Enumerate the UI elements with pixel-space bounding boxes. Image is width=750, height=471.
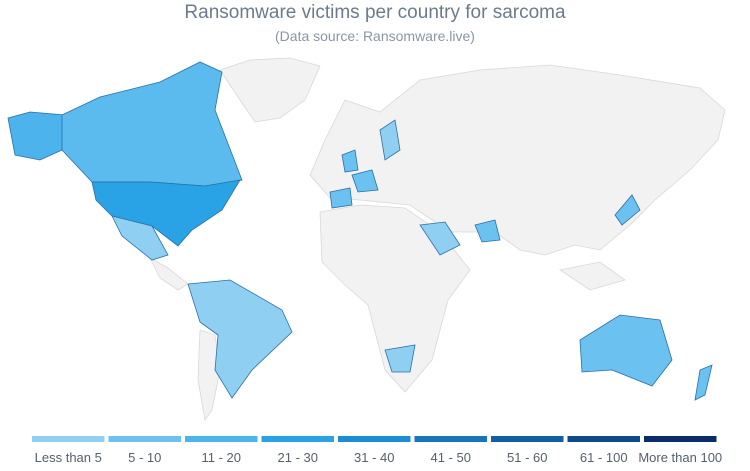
south-africa bbox=[384, 344, 416, 373]
canada bbox=[61, 61, 243, 187]
legend: Less than 5 5 - 10 11 - 20 21 - 30 31 - 40 41… bbox=[32, 436, 722, 465]
new-zealand bbox=[694, 364, 713, 401]
legend-swatch bbox=[414, 436, 487, 442]
mexico bbox=[111, 215, 169, 261]
south-cone bbox=[197, 329, 221, 422]
pakistan bbox=[474, 219, 501, 243]
scandinavia bbox=[379, 119, 401, 161]
usa bbox=[91, 179, 241, 247]
japan bbox=[614, 194, 641, 226]
africa bbox=[319, 204, 471, 393]
legend-swatch bbox=[185, 436, 258, 442]
legend-swatch bbox=[261, 436, 334, 442]
title: Ransomware victims per country for sarco… bbox=[184, 2, 566, 23]
legend-label: 21 - 30 bbox=[278, 450, 318, 465]
south-america bbox=[187, 279, 293, 399]
legend-swatch bbox=[491, 436, 564, 442]
central-america bbox=[149, 257, 189, 291]
legend-label: 11 - 20 bbox=[201, 450, 241, 465]
greenland bbox=[219, 57, 321, 123]
alaska bbox=[7, 111, 66, 161]
legend-label: 61 - 100 bbox=[580, 450, 628, 465]
arabia bbox=[419, 221, 461, 256]
legend-label: More than 100 bbox=[638, 450, 722, 465]
legend-swatch bbox=[32, 436, 105, 442]
france bbox=[351, 169, 379, 193]
legend-swatch bbox=[338, 436, 411, 442]
islands bbox=[558, 261, 626, 291]
legend-swatch bbox=[567, 436, 640, 442]
legend-swatch bbox=[644, 436, 717, 442]
legend-swatch bbox=[108, 436, 181, 442]
legend-label: 51 - 60 bbox=[507, 450, 547, 465]
uk bbox=[341, 149, 359, 173]
australia bbox=[579, 314, 673, 387]
legend-label: Less than 5 bbox=[35, 450, 102, 465]
legend-label: 41 - 50 bbox=[431, 450, 471, 465]
legend-label: 31 - 40 bbox=[354, 450, 394, 465]
subtitle: (Data source: Ransomware.live) bbox=[275, 28, 475, 44]
world-map bbox=[7, 57, 726, 422]
legend-label: 5 - 10 bbox=[128, 450, 161, 465]
spain bbox=[329, 187, 353, 209]
